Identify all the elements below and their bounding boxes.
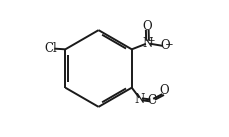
Text: −: − <box>164 40 172 49</box>
Text: Cl: Cl <box>44 42 57 55</box>
Text: O: O <box>142 20 151 32</box>
Text: +: + <box>147 36 154 45</box>
Text: O: O <box>160 39 169 52</box>
Text: N: N <box>142 37 152 50</box>
Text: C: C <box>147 94 156 107</box>
Text: O: O <box>158 84 168 97</box>
Text: N: N <box>134 93 144 106</box>
